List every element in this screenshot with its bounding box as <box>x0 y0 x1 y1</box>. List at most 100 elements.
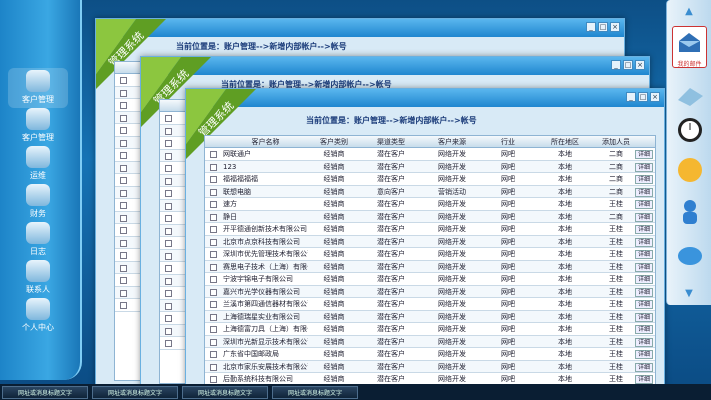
row-checkbox[interactable] <box>120 177 127 184</box>
window-button[interactable]: _ <box>626 92 636 102</box>
row-action[interactable]: 详细 <box>635 225 653 234</box>
row-checkbox[interactable] <box>165 115 172 122</box>
row-action[interactable]: 详细 <box>635 300 653 309</box>
nav-item[interactable]: 联系人 <box>8 258 68 298</box>
window-button[interactable]: × <box>635 60 645 70</box>
row-action[interactable]: 详细 <box>635 337 653 347</box>
row-checkbox[interactable] <box>120 227 127 234</box>
row-checkbox[interactable] <box>210 326 217 333</box>
row-action[interactable]: 详细 <box>635 312 653 322</box>
row-checkbox[interactable] <box>210 226 217 233</box>
mail-button[interactable]: 我的邮件 <box>672 26 707 68</box>
nav-item[interactable]: 客户管理 <box>8 106 68 146</box>
task-tab[interactable]: 网址或消息标题文字 <box>2 386 88 399</box>
row-checkbox[interactable] <box>165 152 172 160</box>
row-checkbox[interactable] <box>120 277 127 284</box>
row-checkbox[interactable] <box>120 139 127 147</box>
row-checkbox[interactable] <box>210 376 217 383</box>
row-checkbox[interactable] <box>210 176 217 183</box>
row-action[interactable]: 详细 <box>635 287 653 297</box>
row-checkbox[interactable] <box>165 240 172 247</box>
row-checkbox[interactable] <box>210 288 217 296</box>
row-checkbox[interactable] <box>165 202 172 210</box>
row-checkbox[interactable] <box>210 251 217 258</box>
row-checkbox[interactable] <box>120 302 127 309</box>
window-button[interactable]: × <box>610 22 620 32</box>
row-checkbox[interactable] <box>165 315 172 322</box>
row-action[interactable]: 详细 <box>635 175 653 184</box>
table-row: 宁波宇锦电子有限公司 经销商 潜在客户 网络开发 网吧 本地 王桂 详细 <box>205 273 655 286</box>
row-checkbox[interactable] <box>120 152 127 159</box>
window-button[interactable]: □ <box>638 92 648 102</box>
nav-item[interactable]: 日志 <box>8 220 68 260</box>
row-action[interactable]: 详细 <box>635 262 653 272</box>
row-checkbox[interactable] <box>120 189 127 197</box>
row-checkbox[interactable] <box>165 327 172 335</box>
row-checkbox[interactable] <box>165 127 172 135</box>
row-checkbox[interactable] <box>165 265 172 272</box>
row-checkbox[interactable] <box>165 215 172 222</box>
row-checkbox[interactable] <box>210 213 217 221</box>
nav-item[interactable]: 运维 <box>8 144 68 184</box>
task-tab[interactable]: 网址或消息标题文字 <box>92 386 178 399</box>
row-checkbox[interactable] <box>165 340 172 347</box>
row-action[interactable]: 详细 <box>635 212 653 222</box>
row-checkbox[interactable] <box>120 164 127 172</box>
row-checkbox[interactable] <box>120 202 127 209</box>
row-checkbox[interactable] <box>120 239 127 247</box>
row-checkbox[interactable] <box>165 302 172 310</box>
row-checkbox[interactable] <box>120 114 127 122</box>
row-checkbox[interactable] <box>120 289 127 297</box>
nav-item[interactable]: 财务 <box>8 182 68 222</box>
row-checkbox[interactable] <box>165 190 172 197</box>
row-action[interactable]: 详细 <box>635 362 653 372</box>
row-checkbox[interactable] <box>120 264 127 272</box>
window-button[interactable]: × <box>650 92 660 102</box>
window-button[interactable]: _ <box>611 60 621 70</box>
row-checkbox[interactable] <box>165 227 172 235</box>
row-action[interactable]: 详细 <box>635 350 653 359</box>
row-checkbox[interactable] <box>210 263 217 271</box>
nav-item[interactable]: 客户管理 <box>8 68 68 108</box>
row-checkbox[interactable] <box>210 313 217 321</box>
row-checkbox[interactable] <box>165 290 172 297</box>
row-checkbox[interactable] <box>120 102 127 109</box>
row-checkbox[interactable] <box>165 277 172 285</box>
row-checkbox[interactable] <box>210 201 217 208</box>
row-action[interactable]: 详细 <box>635 375 653 384</box>
row-checkbox[interactable] <box>210 151 217 158</box>
row-checkbox[interactable] <box>120 77 127 84</box>
row-action[interactable]: 详细 <box>635 237 653 247</box>
row-action[interactable]: 详细 <box>635 275 653 284</box>
row-checkbox[interactable] <box>210 188 217 196</box>
row-checkbox[interactable] <box>165 165 172 172</box>
row-checkbox[interactable] <box>165 177 172 185</box>
row-checkbox[interactable] <box>210 363 217 371</box>
scroll-up[interactable]: ▲ <box>685 6 693 17</box>
row-checkbox[interactable] <box>210 338 217 346</box>
row-checkbox[interactable] <box>210 351 217 358</box>
row-checkbox[interactable] <box>165 140 172 147</box>
row-checkbox[interactable] <box>210 301 217 308</box>
window-button[interactable]: □ <box>598 22 608 32</box>
row-checkbox[interactable] <box>210 276 217 283</box>
row-checkbox[interactable] <box>210 238 217 246</box>
row-checkbox[interactable] <box>210 163 217 171</box>
row-action[interactable]: 详细 <box>635 187 653 197</box>
row-action[interactable]: 详细 <box>635 250 653 259</box>
row-action[interactable]: 详细 <box>635 162 653 172</box>
window-button[interactable]: _ <box>586 22 596 32</box>
nav-item[interactable]: 个人中心 <box>8 296 68 336</box>
row-checkbox[interactable] <box>165 252 172 260</box>
task-tab[interactable]: 网址或消息标题文字 <box>272 386 358 399</box>
row-checkbox[interactable] <box>120 252 127 259</box>
row-action[interactable]: 详细 <box>635 325 653 334</box>
task-tab[interactable]: 网址或消息标题文字 <box>182 386 268 399</box>
window-button[interactable]: □ <box>623 60 633 70</box>
row-checkbox[interactable] <box>120 89 127 97</box>
row-action[interactable]: 详细 <box>635 150 653 159</box>
row-action[interactable]: 详细 <box>635 200 653 209</box>
row-checkbox[interactable] <box>120 214 127 222</box>
row-checkbox[interactable] <box>120 127 127 134</box>
scroll-down[interactable]: ▼ <box>685 288 693 299</box>
